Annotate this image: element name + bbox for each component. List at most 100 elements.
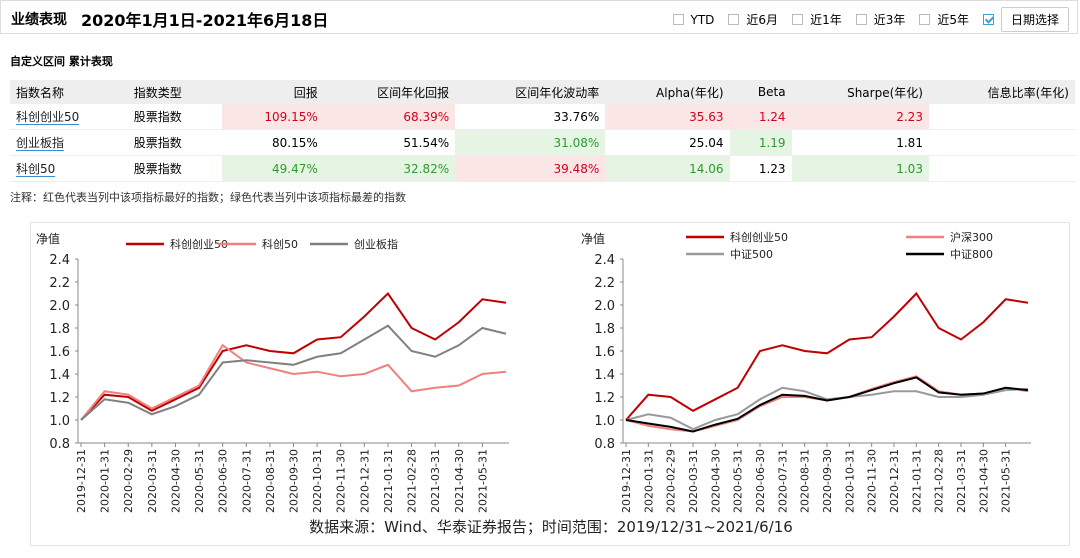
x-tick-label: 2021-03-31 <box>955 449 968 513</box>
checkbox <box>919 14 931 25</box>
x-tick-label: 2021-01-31 <box>382 449 395 513</box>
cell-text: 2.23 <box>896 109 923 124</box>
index-name[interactable]: 科创50 <box>16 162 56 177</box>
column-header: Beta <box>729 80 792 104</box>
y-axis-label: 净值 <box>36 231 60 246</box>
checkbox <box>672 14 684 25</box>
x-tick-label: 2020-08-31 <box>799 449 812 513</box>
index-name[interactable]: 科创创业50 <box>16 110 80 125</box>
cell-text: 1.19 <box>758 135 786 150</box>
option[interactable]: 近5年 <box>919 7 969 32</box>
x-tick-label: 2021-01-31 <box>910 449 923 513</box>
legend-label: 科创创业50 <box>730 230 788 244</box>
option-label: 近3年 <box>873 13 906 27</box>
legend-label: 中证800 <box>950 248 993 261</box>
x-tick-label: 2020-12-31 <box>888 449 901 513</box>
x-tick-label: 2021-05-31 <box>1000 449 1013 513</box>
table-cell: 25.04 <box>605 129 730 156</box>
option[interactable]: 近3年 <box>855 7 906 32</box>
x-tick-label: 2020-05-31 <box>193 449 206 513</box>
series-line <box>80 343 507 421</box>
x-tick-label: 2021-04-30 <box>453 449 466 513</box>
x-tick-label: 2020-06-30 <box>217 449 230 513</box>
note: 注释：红色代表当列中该项指标最好的指数；绿色代表当列中该项指标最差的指数 <box>10 191 406 204</box>
cell-text: 51.54% <box>403 135 450 150</box>
y-tick-label: 1.6 <box>594 345 615 360</box>
y-tick-label: 1.2 <box>49 391 70 406</box>
table-cell: 股票指数 <box>127 129 222 156</box>
checkbox <box>792 14 804 25</box>
x-tick-label: 2021-05-31 <box>476 449 489 513</box>
option[interactable]: YTD <box>672 7 714 32</box>
y-tick-label: 2.0 <box>594 299 615 314</box>
column-header: Sharpe(年化) <box>791 80 929 104</box>
y-tick-label: 2.4 <box>594 253 615 268</box>
option[interactable]: 近6月 <box>728 7 778 32</box>
table-cell: 1.81 <box>791 129 929 156</box>
x-tick-label: 2020-07-31 <box>776 449 789 513</box>
x-tick-label: 2020-08-31 <box>264 449 277 513</box>
table-cell: 创业板指 <box>10 129 128 156</box>
y-tick-label: 1.8 <box>594 322 615 337</box>
y-tick-label: 0.8 <box>594 437 615 452</box>
table-cell: 109.15% <box>221 104 324 130</box>
table-cell <box>928 155 1075 182</box>
x-tick-label: 2021-02-28 <box>933 449 946 513</box>
cell-text: 25.04 <box>689 135 724 150</box>
y-tick-label: 2.2 <box>49 276 70 291</box>
cell-text: 31.08% <box>553 135 600 150</box>
y-tick-label: 1.0 <box>594 414 615 429</box>
cell-text: 109.15% <box>264 109 318 124</box>
date-range: 2020年1月1日-2021年6月18日 <box>81 11 329 30</box>
x-tick-label: 2020-02-29 <box>122 449 135 513</box>
footer: 数据来源：Wind、华泰证券报告；时间范围：2019/12/31~2021/6/… <box>309 518 793 536</box>
y-tick-label: 1.2 <box>594 391 615 406</box>
cell-text: 49.47% <box>272 161 318 176</box>
cell-text: 14.06 <box>689 161 724 176</box>
header: 业绩表现 2020年1月1日-2021年6月18日 YTD 近6月 近1年 近3年 近5… <box>0 0 1078 34</box>
x-tick-label: 2020-01-31 <box>642 449 655 513</box>
option-label: 近6月 <box>746 13 779 27</box>
cell-text: 80.15% <box>272 135 318 150</box>
table-cell: 科创50 <box>10 155 128 182</box>
y-tick-label: 2.2 <box>594 276 615 291</box>
y-axis-label: 净值 <box>581 231 605 246</box>
table-cell: 1.23 <box>729 155 792 182</box>
title: 业绩表现 <box>11 12 67 28</box>
x-tick-label: 2020-05-31 <box>732 449 745 513</box>
legend-label: 科创创业50 <box>170 237 228 251</box>
section-title: 自定义区间 累计表现 <box>10 55 113 68</box>
line-chart: 净值 0.8 1.0 1.2 1.4 1.6 1.8 2.0 2.2 2.4 2019-12-31 2… <box>36 231 509 513</box>
checkbox <box>728 14 740 25</box>
x-tick-label: 2021-04-30 <box>977 449 990 513</box>
cell-text: 33.76% <box>553 109 600 124</box>
legend-label: 沪深300 <box>950 230 993 244</box>
series-line <box>625 376 1029 433</box>
table-cell: 1.03 <box>791 155 929 182</box>
series-line <box>625 386 1029 431</box>
table-cell: 49.47% <box>221 155 324 182</box>
column-header: 区间年化波动率 <box>455 80 606 104</box>
table-row: 科创50 股票指数 49.47% 32.82% 39.48% 14.06 1.23 1.03 <box>10 155 1075 182</box>
table: 指数名称 指数类型 回报 区间年化回报 区间年化波动率 Alpha(年化) Beta Shar… <box>10 80 1075 182</box>
index-name[interactable]: 创业板指 <box>16 136 65 151</box>
x-tick-label: 2021-03-31 <box>429 449 442 513</box>
table-cell: 33.76% <box>455 104 606 130</box>
series-line <box>625 291 1029 421</box>
table-cell: 2.23 <box>791 104 929 130</box>
table-cell: 68.39% <box>323 104 456 130</box>
cell-text: 35.63 <box>689 109 724 124</box>
cell-text: 股票指数 <box>133 110 182 124</box>
option[interactable]: 近1年 <box>792 7 842 32</box>
table-row: 科创创业50 股票指数 109.15% 68.39% 33.76% 35.63 1.24 2.… <box>10 104 1075 130</box>
x-tick-label: 2020-10-31 <box>311 449 324 513</box>
charts: 数据来源：Wind、华泰证券报告；时间范围：2019/12/31~2021/6/… <box>30 222 1070 546</box>
table-cell <box>928 129 1075 156</box>
option-label: 近5年 <box>937 13 969 27</box>
x-tick-label: 2020-10-31 <box>843 449 856 513</box>
table-cell: 31.08% <box>455 129 606 156</box>
option[interactable]: 日期选择 <box>982 7 1069 32</box>
table-cell: 1.19 <box>729 129 792 156</box>
cell-text: 股票指数 <box>133 136 182 150</box>
